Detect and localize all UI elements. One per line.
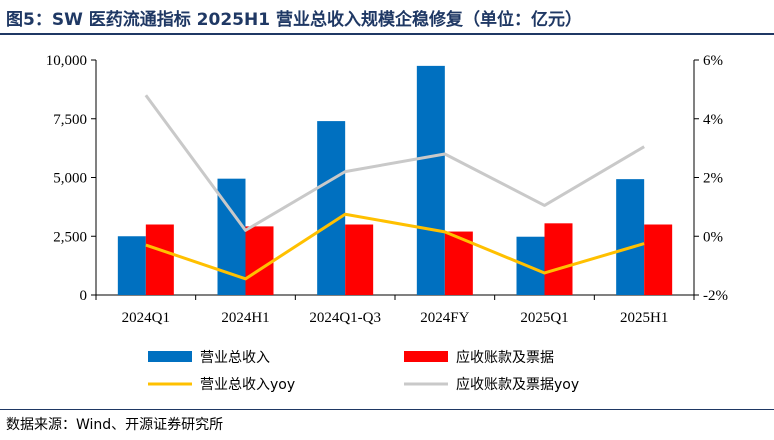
x-tick-label: 2024H1 bbox=[221, 310, 269, 326]
legend-label: 应收账款及票据yoy bbox=[456, 376, 579, 393]
right-tick-label: 2% bbox=[703, 171, 723, 187]
bar-receivables bbox=[644, 224, 673, 295]
bar-receivables bbox=[245, 226, 274, 295]
legend-label: 应收账款及票据 bbox=[456, 349, 554, 366]
x-tick-label: 2024FY bbox=[420, 310, 469, 326]
bar-revenue bbox=[616, 179, 645, 295]
legend-swatch bbox=[404, 351, 448, 362]
bar-receivables bbox=[544, 223, 573, 295]
bar-revenue bbox=[117, 236, 146, 295]
source-rule bbox=[0, 409, 774, 410]
left-tick-label: 10,000 bbox=[46, 53, 87, 69]
right-tick-label: 6% bbox=[703, 53, 723, 69]
left-tick-label: 2,500 bbox=[53, 229, 87, 245]
figure-title: 图5：SW 医药流通指标 2025H1 营业总收入规模企稳修复（单位：亿元） bbox=[6, 10, 582, 30]
left-tick-label: 7,500 bbox=[53, 112, 87, 128]
left-tick-label: 5,000 bbox=[53, 171, 87, 187]
legend-label: 营业总收入yoy bbox=[200, 377, 295, 393]
legend-swatch bbox=[148, 351, 192, 362]
right-tick-label: 0% bbox=[703, 229, 723, 245]
source-note: 数据来源：Wind、开源证券研究所 bbox=[6, 417, 224, 433]
legend-label: 营业总收入 bbox=[200, 350, 270, 366]
bar-revenue bbox=[416, 65, 445, 295]
bar-revenue bbox=[317, 121, 346, 295]
chart: 0 2,500 5,000 7,500 10,000 -2% 0% 2% 4% 6% 2024Q1 2… bbox=[46, 53, 728, 393]
title-rule bbox=[0, 33, 774, 35]
right-tick-label: 4% bbox=[703, 112, 723, 128]
x-tick-label: 2025Q1 bbox=[520, 310, 568, 326]
bar-receivables bbox=[145, 224, 174, 295]
right-tick-label: -2% bbox=[703, 288, 728, 304]
left-tick-label: 0 bbox=[80, 288, 88, 304]
line-receivables-yoy bbox=[144, 94, 645, 232]
x-tick-label: 2024Q1-Q3 bbox=[309, 310, 381, 326]
x-tick-label: 2025H1 bbox=[620, 310, 668, 326]
line-revenue-yoy bbox=[145, 212, 645, 281]
x-tick-label: 2024Q1 bbox=[122, 310, 170, 326]
bar-receivables bbox=[345, 224, 374, 295]
